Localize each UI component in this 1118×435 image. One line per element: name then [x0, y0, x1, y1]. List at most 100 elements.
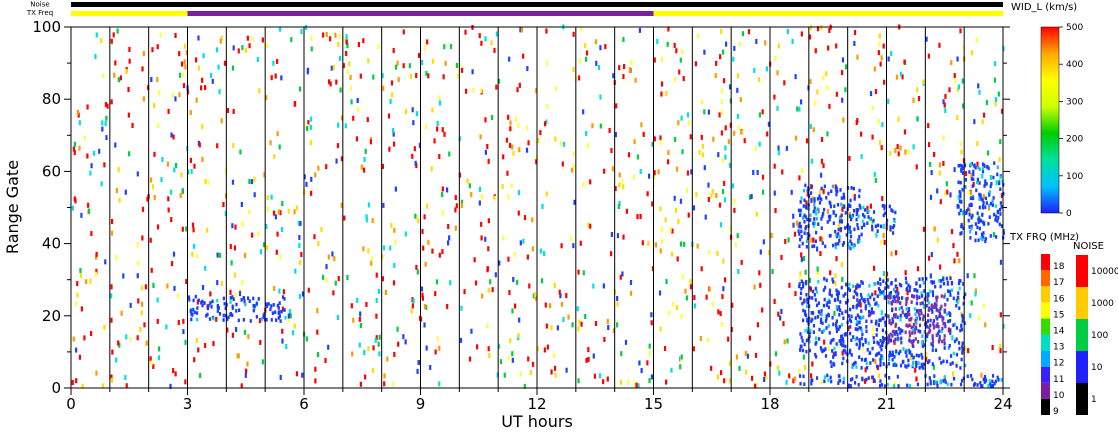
data-point: [367, 248, 370, 254]
data-point: [803, 364, 807, 370]
data-point: [960, 323, 963, 328]
data-point: [827, 312, 830, 317]
data-point: [915, 294, 918, 299]
data-point: [371, 218, 374, 224]
data-point: [839, 334, 843, 339]
data-point: [891, 350, 894, 355]
data-point: [799, 208, 802, 213]
data-point: [830, 364, 833, 369]
data-point: [884, 384, 887, 388]
data-point: [1000, 224, 1004, 228]
data-point: [858, 284, 861, 288]
data-point: [891, 225, 895, 230]
data-point: [835, 342, 838, 346]
data-point: [938, 170, 941, 176]
data-point: [833, 310, 836, 316]
data-point: [884, 313, 887, 317]
data-point: [654, 242, 658, 248]
data-point: [391, 92, 394, 98]
data-point: [468, 356, 472, 362]
data-point: [887, 295, 890, 299]
noise-swatch: [1076, 319, 1088, 351]
data-point: [905, 287, 908, 292]
data-point: [694, 61, 697, 67]
data-point: [872, 340, 876, 345]
data-point: [470, 192, 473, 198]
data-point: [774, 208, 777, 214]
data-point: [997, 215, 1000, 220]
data-point: [867, 341, 870, 346]
data-point: [808, 339, 811, 344]
data-point: [375, 297, 378, 303]
data-point: [559, 141, 562, 147]
data-point: [978, 226, 981, 231]
data-point: [224, 210, 227, 217]
data-point: [362, 38, 365, 44]
data-point: [830, 338, 833, 343]
x-tick-label: 9: [416, 395, 426, 413]
data-point: [280, 75, 283, 81]
data-point: [411, 303, 414, 309]
data-point: [698, 149, 701, 155]
data-point: [189, 110, 192, 116]
data-point: [277, 316, 280, 320]
data-point: [831, 277, 834, 282]
data-point: [693, 303, 697, 309]
data-point: [802, 281, 805, 286]
data-point: [223, 60, 227, 66]
data-point: [618, 201, 621, 207]
data-point: [978, 205, 981, 210]
data-point: [961, 166, 964, 171]
data-point: [703, 109, 706, 115]
data-point: [553, 365, 557, 371]
data-point: [812, 209, 815, 214]
data-point: [842, 339, 845, 344]
data-point: [707, 182, 710, 188]
data-point: [948, 344, 951, 348]
data-point: [989, 384, 993, 388]
data-point: [489, 279, 492, 285]
data-point: [858, 346, 861, 350]
data-point: [618, 182, 621, 188]
data-point: [834, 242, 837, 246]
data-point: [204, 342, 207, 348]
data-point: [884, 323, 887, 328]
data-point: [309, 190, 313, 196]
data-point: [124, 375, 127, 381]
data-point: [550, 369, 553, 375]
data-point: [664, 217, 667, 223]
data-point: [813, 293, 816, 297]
data-point: [336, 143, 340, 149]
data-point: [888, 291, 891, 296]
data-point: [885, 284, 889, 288]
data-point: [736, 73, 740, 79]
data-point: [512, 150, 515, 156]
data-point: [377, 288, 381, 294]
data-point: [915, 164, 918, 170]
data-point: [820, 312, 823, 317]
txfreq-tick-label: 12: [1053, 359, 1064, 369]
data-point: [692, 346, 695, 352]
data-point: [523, 215, 527, 221]
data-point: [616, 322, 619, 328]
data-point: [438, 95, 441, 101]
data-point: [838, 339, 841, 343]
data-point: [809, 218, 812, 222]
data-point: [195, 253, 199, 259]
data-point: [194, 294, 197, 299]
data-point: [636, 214, 639, 220]
data-point: [866, 221, 869, 225]
data-point: [914, 318, 917, 323]
data-point: [686, 112, 690, 118]
data-point: [675, 207, 678, 213]
data-point: [301, 372, 304, 378]
data-point: [105, 135, 108, 141]
data-point: [337, 276, 340, 282]
data-point: [587, 347, 590, 353]
data-point: [463, 289, 466, 295]
data-point: [874, 302, 877, 306]
data-point: [824, 244, 827, 249]
data-point: [825, 316, 828, 321]
